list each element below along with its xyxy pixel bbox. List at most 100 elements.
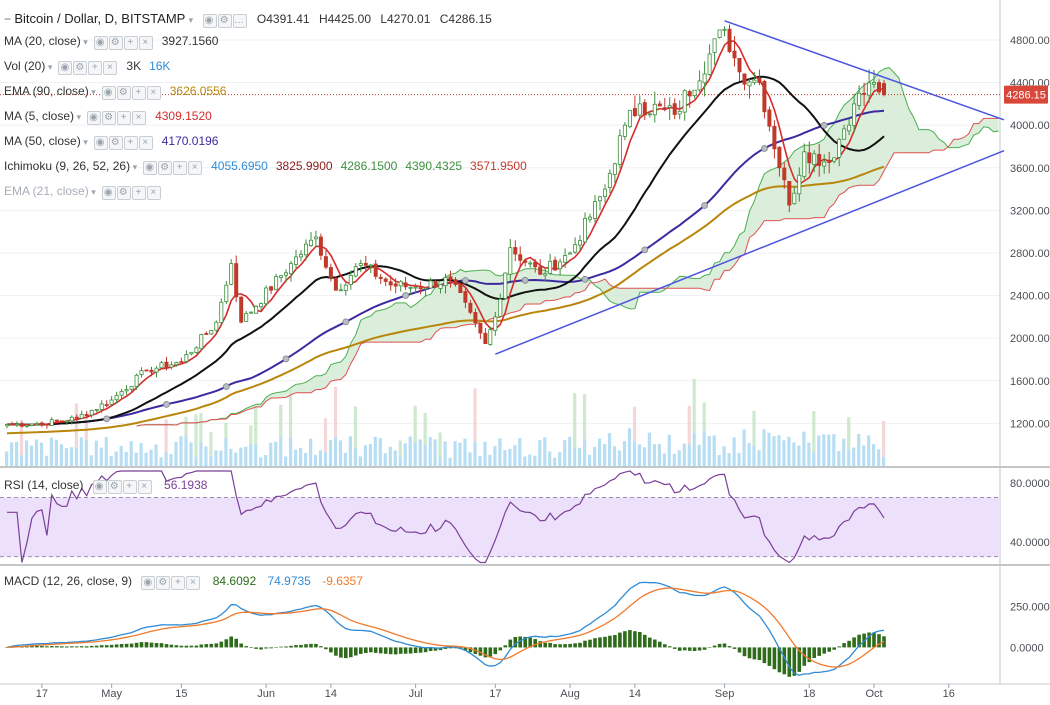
- symbol-title[interactable]: Bitcoin / Dollar, D, BITSTAMP: [14, 11, 186, 26]
- add-icon[interactable]: +: [173, 161, 188, 175]
- candle: [877, 82, 882, 93]
- add-icon[interactable]: +: [117, 111, 132, 125]
- macd-histogram-bar: [124, 643, 129, 648]
- volume-spike: [199, 413, 203, 443]
- rsi-title[interactable]: RSI (14, close): [4, 478, 84, 492]
- close-icon[interactable]: ×: [138, 136, 153, 150]
- ma-marker: [342, 318, 350, 326]
- eye-icon[interactable]: ◉: [93, 136, 108, 150]
- add-icon[interactable]: +: [131, 186, 146, 200]
- macd-histogram-bar: [309, 643, 313, 648]
- macd-histogram-bar: [159, 643, 164, 648]
- volume-bar: [667, 434, 671, 466]
- macd-histogram-bar: [334, 647, 338, 656]
- chevron-down-icon[interactable]: ▾: [88, 187, 96, 197]
- candle: [189, 351, 194, 355]
- candle: [313, 236, 318, 240]
- settings-icon[interactable]: ⚙: [73, 61, 88, 75]
- close-icon[interactable]: ×: [138, 36, 153, 50]
- chevron-down-icon[interactable]: ▾: [80, 37, 88, 47]
- indicator-name[interactable]: MA (5, close): [4, 109, 75, 123]
- chevron-down-icon[interactable]: ▾: [88, 87, 96, 97]
- eye-icon[interactable]: ◉: [92, 480, 107, 494]
- time-axis[interactable]: 17 May 15 Jun 14 Jul 17 Aug 14 Sep 18 Oct 16: [36, 684, 955, 700]
- last-price-label: 4286.15: [1006, 90, 1046, 102]
- macd-histogram-bar: [817, 647, 821, 656]
- eye-icon[interactable]: ◉: [101, 86, 116, 100]
- macd-line: [6, 581, 885, 676]
- settings-icon[interactable]: ⚙: [158, 161, 173, 175]
- macd-histogram-bar: [403, 647, 408, 654]
- settings-icon[interactable]: ⚙: [108, 136, 123, 150]
- close-icon[interactable]: ×: [132, 111, 147, 125]
- macd-histogram-bar: [548, 642, 552, 648]
- candle: [303, 243, 308, 256]
- add-icon[interactable]: +: [122, 480, 137, 494]
- indicator-name[interactable]: EMA (21, close): [4, 184, 89, 198]
- settings-icon[interactable]: ⚙: [102, 111, 117, 125]
- candle: [139, 370, 144, 375]
- volume-bar: [692, 432, 696, 466]
- macd-histogram-bar: [254, 647, 258, 649]
- indicator-name[interactable]: MA (20, close): [4, 34, 81, 48]
- indicator-name[interactable]: EMA (90, close): [4, 84, 89, 98]
- volume-spike: [702, 402, 706, 431]
- close-icon[interactable]: ×: [103, 61, 118, 75]
- price-axis[interactable]: 1200.00 1600.00 2000.00 2400.00 2800.00 3200.…: [1004, 35, 1050, 654]
- macd-histogram-bar: [324, 647, 328, 650]
- eye-icon[interactable]: ◉: [202, 14, 217, 28]
- chevron-down-icon[interactable]: ▾: [188, 15, 194, 25]
- add-icon[interactable]: +: [123, 136, 138, 150]
- candle: [249, 311, 254, 314]
- eye-icon[interactable]: ◉: [87, 111, 102, 125]
- close-icon[interactable]: ×: [188, 161, 203, 175]
- candle: [578, 240, 583, 246]
- close-icon[interactable]: ×: [146, 186, 161, 200]
- settings-icon[interactable]: ⚙: [156, 576, 171, 590]
- chevron-down-icon[interactable]: ▾: [74, 112, 82, 122]
- macd-title[interactable]: MACD (12, 26, close, 9): [4, 574, 133, 588]
- volume-spike: [353, 406, 357, 448]
- macd-histogram-bar: [463, 647, 468, 651]
- macd-histogram-bar: [65, 646, 69, 648]
- volume-bar: [473, 441, 477, 466]
- eye-icon[interactable]: ◉: [141, 576, 156, 590]
- indicator-name[interactable]: Ichimoku (9, 26, 52, 26): [4, 159, 131, 173]
- volume-bar: [169, 454, 173, 466]
- chevron-down-icon[interactable]: ▾: [130, 162, 138, 172]
- chevron-down-icon[interactable]: ▾: [80, 137, 88, 147]
- add-icon[interactable]: +: [123, 36, 138, 50]
- eye-icon[interactable]: ◉: [101, 186, 116, 200]
- macd-histogram-bar: [807, 647, 812, 663]
- indicator-name[interactable]: MA (50, close): [4, 134, 81, 148]
- add-icon[interactable]: +: [131, 86, 146, 100]
- candle: [393, 283, 398, 287]
- close-icon[interactable]: ×: [186, 576, 201, 590]
- volume-bar: [652, 444, 656, 466]
- ma-marker: [222, 383, 230, 391]
- settings-icon[interactable]: ⚙: [108, 36, 123, 50]
- eye-icon[interactable]: ◉: [58, 61, 73, 75]
- settings-icon[interactable]: ⚙: [107, 480, 122, 494]
- eye-icon[interactable]: ◉: [143, 161, 158, 175]
- indicator-name[interactable]: Vol (20): [4, 59, 46, 73]
- eye-icon[interactable]: ◉: [93, 36, 108, 50]
- macd-histogram-bar: [279, 646, 283, 648]
- chevron-down-icon[interactable]: ▾: [45, 62, 53, 72]
- volume-bar: [752, 445, 756, 466]
- close-icon[interactable]: ×: [137, 480, 152, 494]
- add-icon[interactable]: +: [88, 61, 103, 75]
- more-icon[interactable]: …: [232, 14, 247, 28]
- macd-histogram-bar: [214, 643, 219, 648]
- settings-icon[interactable]: ⚙: [217, 14, 232, 28]
- volume-bar: [867, 435, 871, 466]
- settings-icon[interactable]: ⚙: [116, 86, 131, 100]
- macd-histogram-bar: [578, 642, 582, 648]
- macd-histogram-bar: [837, 646, 841, 648]
- macd-histogram-bar: [373, 647, 378, 653]
- add-icon[interactable]: +: [171, 576, 186, 590]
- volume-bar: [239, 447, 243, 466]
- legend-collapse-icon[interactable]: −: [4, 12, 12, 26]
- close-icon[interactable]: ×: [146, 86, 161, 100]
- settings-icon[interactable]: ⚙: [116, 186, 131, 200]
